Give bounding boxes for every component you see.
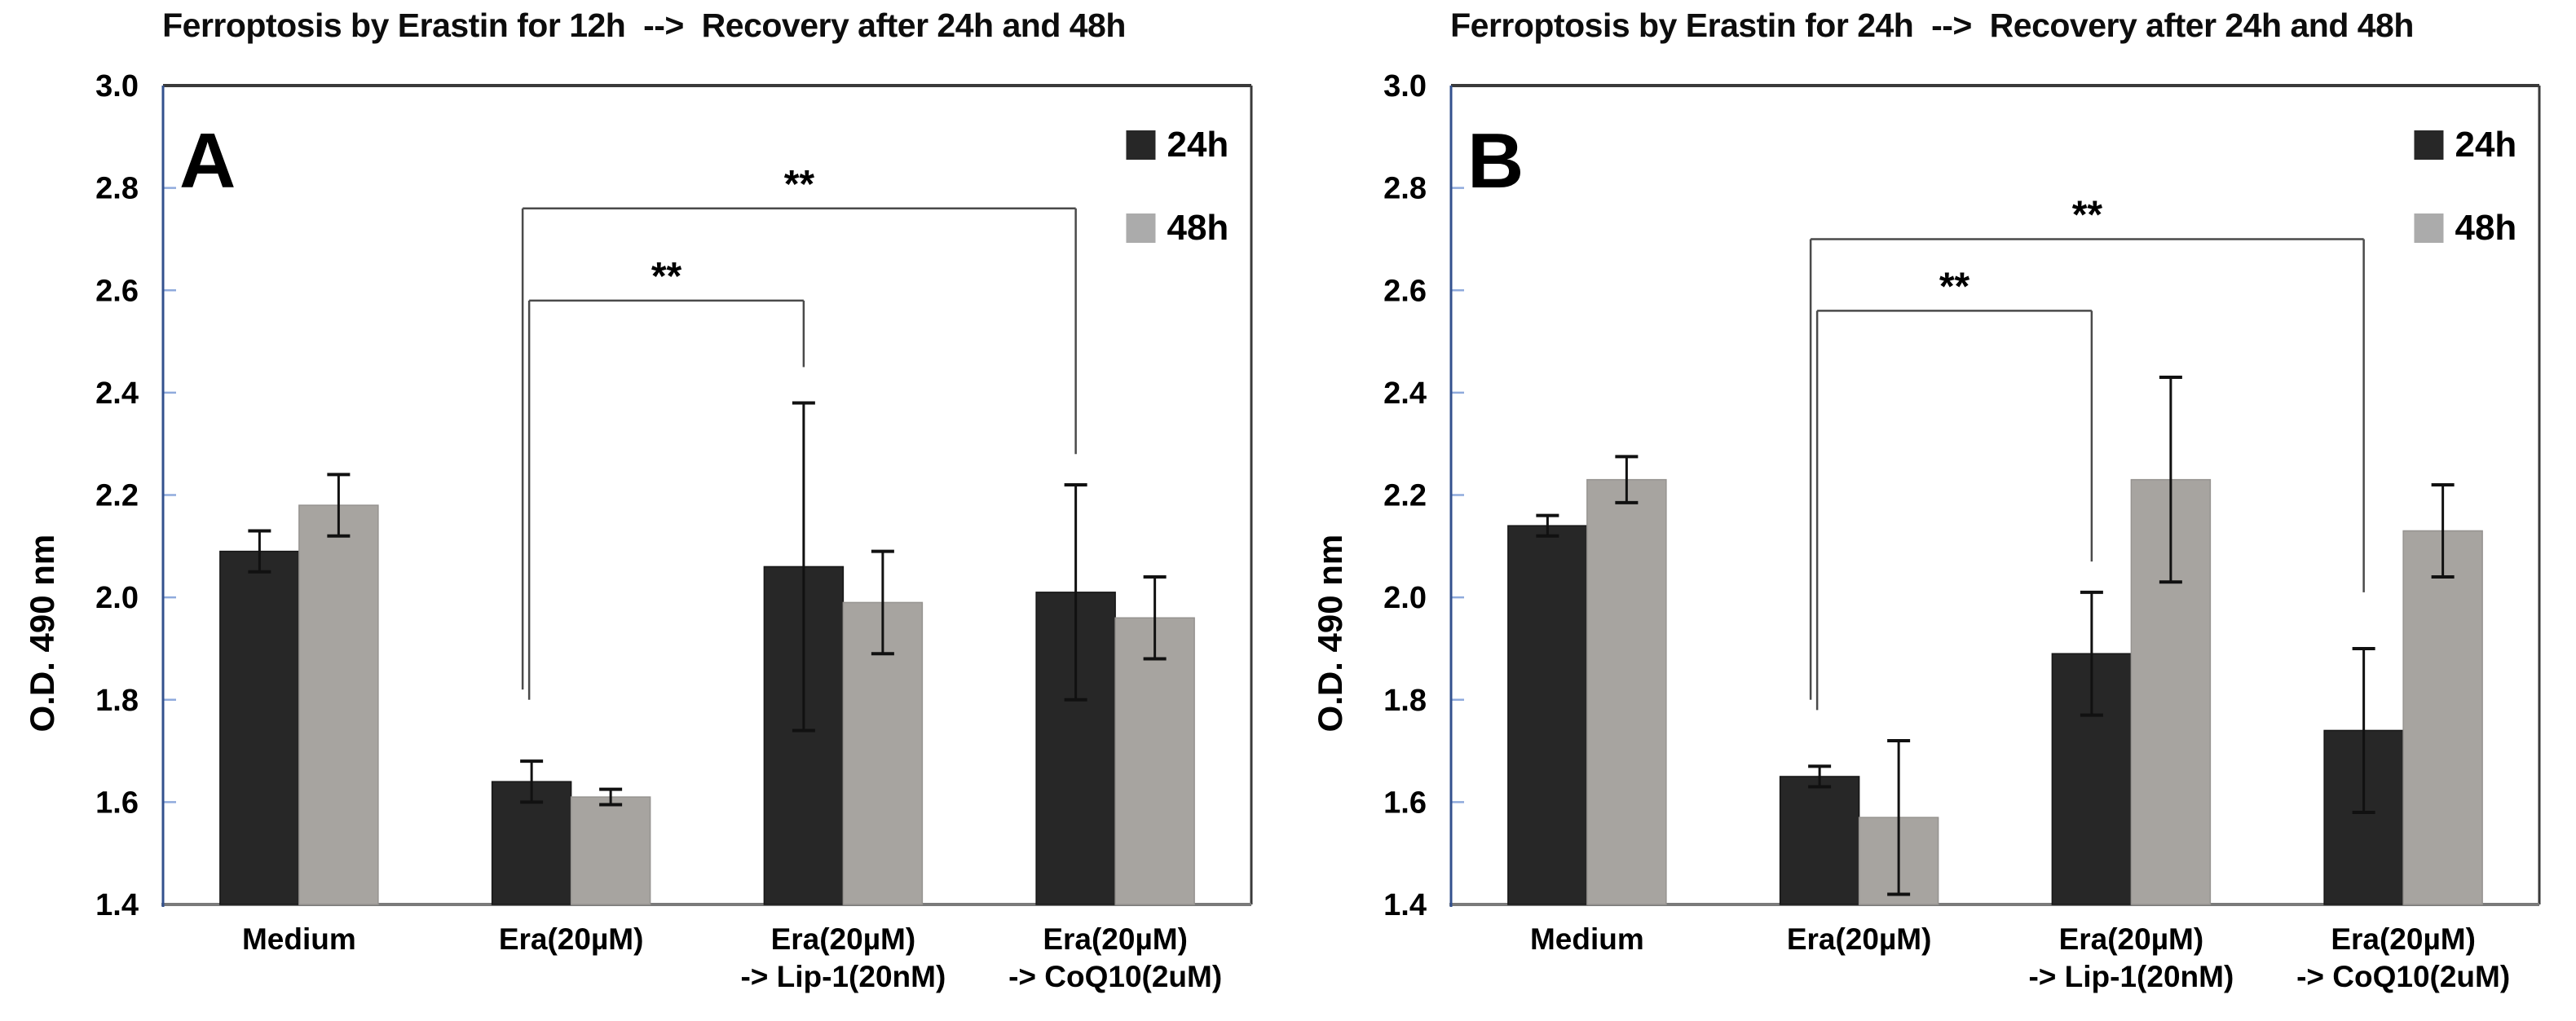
bar-chart-b: 1.4 1.6 1.8 2.0 2.2 2.4 2.6 2.8 3.0 ** ** Medium Era… xyxy=(1311,69,2541,993)
y-axis-title: O.D. 490 nm xyxy=(23,535,61,733)
y-axis-tick-label: 2.0 xyxy=(1383,581,1427,615)
x-category-label: -> CoQ10(2uM) xyxy=(1008,960,1222,993)
bar-48h-4 xyxy=(1114,617,1195,905)
x-category-label: -> CoQ10(2uM) xyxy=(2296,960,2510,993)
bar-48h-2 xyxy=(570,796,651,905)
bar-chart-a: 1.4 1.6 1.8 2.0 2.2 2.4 2.6 2.8 3.0 ** ** Medium Era… xyxy=(23,69,1253,993)
y-axis-tick-label: 1.6 xyxy=(95,786,139,820)
chart-title-a: Ferroptosis by Erastin for 12h --> Recov… xyxy=(162,7,1126,44)
x-category-label: -> Lip-1(20nM) xyxy=(2028,960,2234,993)
y-axis-tick-label: 1.4 xyxy=(95,888,139,922)
x-category-label: Era(20µM) xyxy=(1043,922,1188,956)
x-category-label: Era(20µM) xyxy=(2331,922,2476,956)
y-axis-tick-label: 2.8 xyxy=(1383,172,1427,206)
significance-stars: ** xyxy=(2072,193,2103,236)
bar-24h-1 xyxy=(219,550,300,905)
y-axis-tick-label: 2.4 xyxy=(1383,376,1427,411)
y-axis-tick-label: 2.8 xyxy=(95,172,139,206)
x-category-label: Era(20µM) xyxy=(771,922,916,956)
x-category-label: Medium xyxy=(1530,922,1644,956)
y-axis-tick-label: 1.8 xyxy=(95,684,139,718)
chart-panel-a: Ferroptosis by Erastin for 12h --> Recov… xyxy=(23,7,1253,993)
panel-letter: B xyxy=(1467,117,1524,205)
y-axis-tick-label: 2.6 xyxy=(1383,274,1427,308)
significance-stars: ** xyxy=(1939,265,1970,308)
x-category-label: Era(20µM) xyxy=(1787,922,1932,956)
y-axis-tick-label: 2.6 xyxy=(95,274,139,308)
bar-24h-2 xyxy=(1779,776,1860,905)
y-axis-tick-label: 1.4 xyxy=(1383,888,1427,922)
chart-title-b: Ferroptosis by Erastin for 24h --> Recov… xyxy=(1450,7,2414,44)
legend-label-24h: 24h xyxy=(2455,125,2516,165)
y-axis-tick-label: 3.0 xyxy=(1383,69,1427,103)
legend-swatch-48h xyxy=(1126,213,1156,243)
panel-letter: A xyxy=(179,117,236,205)
legend-swatch-48h xyxy=(2414,213,2444,243)
significance-stars: ** xyxy=(651,255,682,298)
legend-swatch-24h xyxy=(1126,130,1156,160)
legend-label-48h: 48h xyxy=(2455,208,2516,248)
x-category-label: Era(20µM) xyxy=(2059,922,2204,956)
bar-48h-1 xyxy=(298,504,379,905)
y-axis-tick-label: 2.2 xyxy=(1383,479,1427,513)
x-category-label: Era(20µM) xyxy=(499,922,644,956)
y-axis-tick-label: 2.2 xyxy=(95,479,139,513)
legend-swatch-24h xyxy=(2414,130,2444,160)
legend-label-48h: 48h xyxy=(1167,208,1228,248)
y-axis-tick-label: 1.6 xyxy=(1383,786,1427,820)
bar-24h-1 xyxy=(1507,525,1588,905)
bar-48h-4 xyxy=(2402,530,2483,905)
y-axis-tick-label: 2.0 xyxy=(95,581,139,615)
y-axis-tick-label: 2.4 xyxy=(95,376,139,411)
y-axis-title: O.D. 490 nm xyxy=(1311,535,1349,733)
y-axis-tick-label: 1.8 xyxy=(1383,684,1427,718)
legend-label-24h: 24h xyxy=(1167,125,1228,165)
x-category-label: Medium xyxy=(242,922,356,956)
y-axis-tick-label: 3.0 xyxy=(95,69,139,103)
chart-panel-b: Ferroptosis by Erastin for 24h --> Recov… xyxy=(1288,0,2576,1021)
bar-48h-1 xyxy=(1586,478,1667,905)
x-category-label: -> Lip-1(20nM) xyxy=(740,960,946,993)
significance-stars: ** xyxy=(784,163,815,206)
